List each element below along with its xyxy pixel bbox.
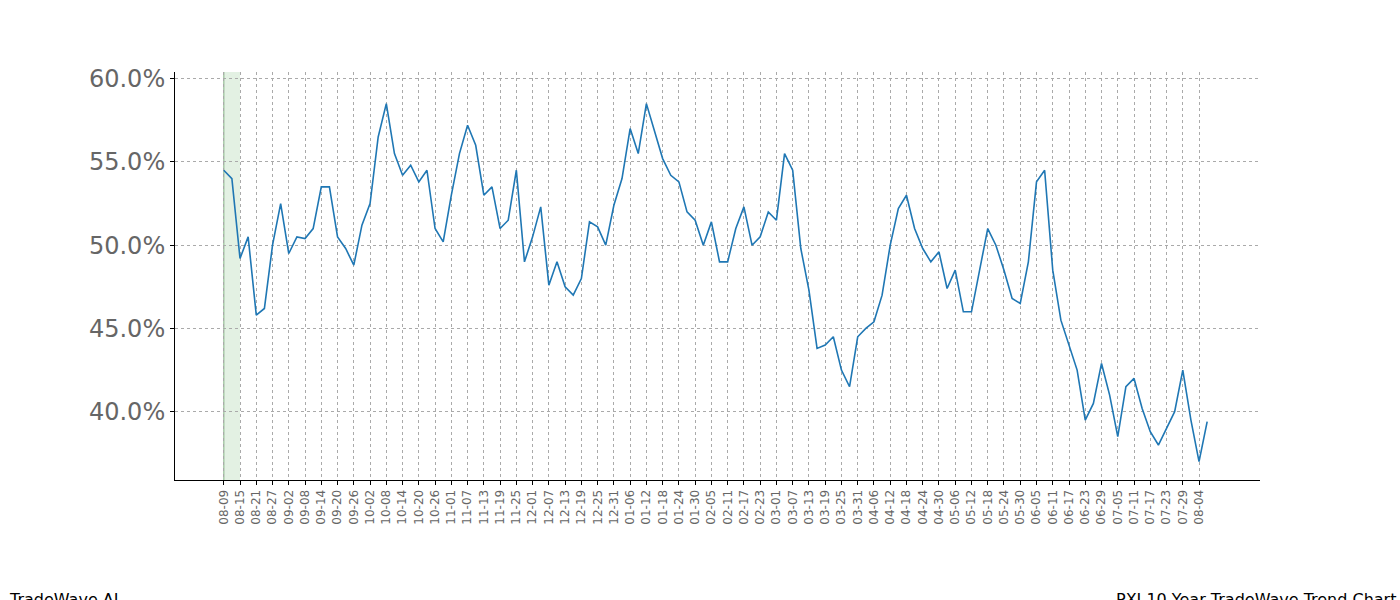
svg-text:01-30: 01-30 [688,490,702,525]
svg-text:40.0%: 40.0% [89,398,165,426]
svg-text:45.0%: 45.0% [89,315,165,343]
svg-text:01-12: 01-12 [639,490,653,525]
svg-text:03-07: 03-07 [786,490,800,525]
svg-text:08-15: 08-15 [233,490,247,525]
svg-text:03-19: 03-19 [818,490,832,525]
svg-text:11-25: 11-25 [509,490,523,525]
svg-text:06-29: 06-29 [1094,490,1108,525]
svg-text:03-01: 03-01 [769,490,783,525]
svg-text:50.0%: 50.0% [89,232,165,260]
svg-text:05-18: 05-18 [981,490,995,525]
svg-text:08-09: 08-09 [217,490,231,525]
svg-text:12-25: 12-25 [591,490,605,525]
svg-text:10-14: 10-14 [395,490,409,525]
svg-text:06-23: 06-23 [1078,490,1092,525]
svg-text:01-06: 01-06 [623,490,637,525]
svg-text:60.0%: 60.0% [89,65,165,93]
svg-text:05-24: 05-24 [997,490,1011,525]
svg-text:04-24: 04-24 [916,490,930,525]
svg-text:04-12: 04-12 [883,490,897,525]
svg-text:07-29: 07-29 [1176,490,1190,525]
svg-text:12-19: 12-19 [574,490,588,525]
svg-text:01-18: 01-18 [656,490,670,525]
svg-text:02-23: 02-23 [753,490,767,525]
svg-text:08-27: 08-27 [265,490,279,525]
svg-text:05-06: 05-06 [948,490,962,525]
svg-text:12-31: 12-31 [607,490,621,525]
svg-text:10-26: 10-26 [428,490,442,525]
svg-text:04-06: 04-06 [867,490,881,525]
svg-text:12-01: 12-01 [526,490,540,525]
svg-text:05-12: 05-12 [964,490,978,525]
svg-text:11-19: 11-19 [493,490,507,525]
svg-text:08-04: 08-04 [1192,490,1206,525]
svg-text:07-11: 07-11 [1127,490,1141,525]
svg-text:03-13: 03-13 [802,490,816,525]
svg-text:06-11: 06-11 [1046,490,1060,525]
svg-text:03-31: 03-31 [851,490,865,525]
svg-text:04-18: 04-18 [899,490,913,525]
svg-text:PXJ 10 Year TradeWave Trend Ch: PXJ 10 Year TradeWave Trend Chart [1116,590,1396,600]
svg-text:06-05: 06-05 [1029,490,1043,525]
svg-text:01-24: 01-24 [672,490,686,525]
svg-text:10-02: 10-02 [363,490,377,525]
svg-text:07-17: 07-17 [1143,490,1157,525]
svg-text:12-13: 12-13 [558,490,572,525]
svg-text:TradeWave.AI: TradeWave.AI [9,590,118,600]
svg-text:07-23: 07-23 [1159,490,1173,525]
svg-text:09-26: 09-26 [347,490,361,525]
svg-text:2024-08-09 to 2024-08-16: 2024-08-09 to 2024-08-16 [1158,0,1370,1]
svg-text:02-05: 02-05 [704,490,718,525]
svg-text:12-07: 12-07 [542,490,556,525]
svg-text:10-08: 10-08 [379,490,393,525]
svg-text:05-30: 05-30 [1013,490,1027,525]
svg-text:04-30: 04-30 [932,490,946,525]
svg-text:55.0%: 55.0% [89,148,165,176]
svg-text:03-25: 03-25 [834,490,848,525]
svg-text:11-07: 11-07 [460,490,474,525]
svg-text:09-20: 09-20 [330,490,344,525]
svg-text:02-11: 02-11 [721,490,735,525]
svg-text:09-14: 09-14 [314,490,328,525]
svg-text:09-08: 09-08 [298,490,312,525]
svg-text:09-02: 09-02 [282,490,296,525]
svg-text:08-21: 08-21 [249,490,263,525]
svg-text:11-01: 11-01 [444,490,458,525]
svg-text:07-05: 07-05 [1111,490,1125,525]
svg-text:11-13: 11-13 [477,490,491,525]
svg-text:10-20: 10-20 [412,490,426,525]
svg-text:06-17: 06-17 [1062,490,1076,525]
svg-text:02-17: 02-17 [737,490,751,525]
